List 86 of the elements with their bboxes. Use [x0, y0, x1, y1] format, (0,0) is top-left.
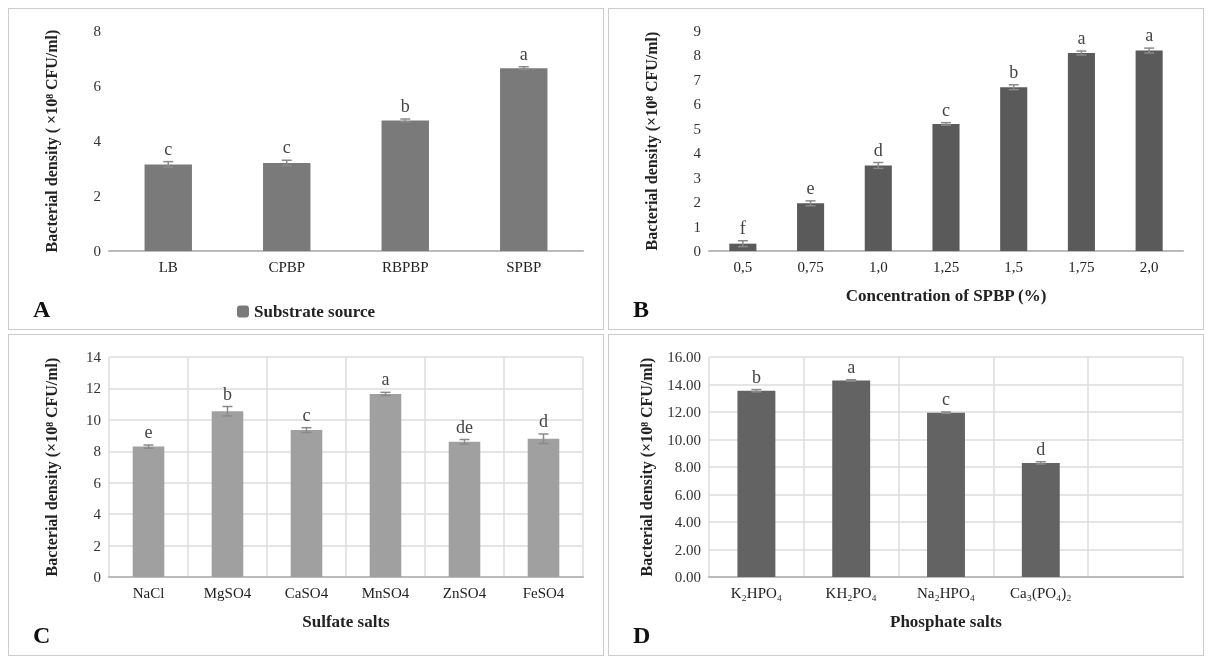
x-tick-label: 2,0 — [1139, 258, 1159, 275]
x-tick-label: 1,5 — [1004, 258, 1024, 275]
x-tick-label: NaCl — [132, 584, 165, 601]
annotation: e — [806, 177, 815, 198]
annotation: f — [739, 217, 746, 238]
y-axis-title: Bacterial density (×10⁸ CFU/ml) — [637, 357, 656, 577]
x-tick-label: KH₂PO₄ — [825, 584, 877, 601]
y-axis-title: Bacterial density (×10⁸ CFU/ml) — [642, 31, 661, 251]
y-tick-label: 0.00 — [674, 569, 701, 585]
annotation: c — [164, 138, 173, 159]
annotation: b — [400, 96, 410, 116]
x-tick-label: 1,0 — [868, 258, 888, 275]
annotation: d — [873, 139, 883, 160]
y-tick-label: 8 — [93, 23, 101, 39]
x-axis-title: Sulfate salts — [302, 612, 391, 631]
x-tick-label: MgSO4 — [203, 584, 252, 601]
x-tick-label: SPBP — [506, 258, 542, 275]
y-tick-label: 5 — [693, 120, 701, 137]
annotation: de — [456, 416, 473, 437]
y-tick-label: 6 — [93, 474, 102, 491]
x-tick-label: K₂HPO₄ — [730, 584, 783, 601]
x-tick-label: MnSO4 — [361, 584, 410, 601]
text: D — [633, 622, 651, 648]
text: A — [33, 296, 51, 322]
annotation: a — [381, 369, 390, 390]
annotation: c — [282, 137, 291, 158]
y-tick-label: 8 — [93, 443, 101, 460]
annotation: a — [847, 356, 856, 377]
text: B — [633, 296, 650, 322]
y-tick-label: 6 — [93, 78, 102, 94]
x-tick-label: Na₂HPO₄ — [917, 584, 975, 601]
x-tick-label: FeSO4 — [522, 584, 565, 601]
x-tick-label: Ca₃(PO₄)₂ — [1010, 584, 1072, 602]
annotation: e — [144, 422, 153, 442]
x-tick-label: CPBP — [268, 258, 306, 275]
y-axis-title: Bacterial density ( ×10⁸ CFU/ml) — [42, 29, 61, 253]
y-tick-label: 2 — [93, 537, 101, 554]
annotation: c — [942, 389, 950, 409]
y-tick-label: 7 — [693, 71, 702, 88]
annotation: b — [1009, 61, 1019, 82]
y-tick-label: 1 — [693, 218, 701, 235]
y-tick-label: 3 — [693, 169, 701, 186]
y-tick-label: 4.00 — [674, 514, 701, 530]
text: C — [33, 622, 51, 648]
y-tick-label: 6.00 — [674, 486, 701, 503]
x-tick-label: LB — [158, 258, 178, 275]
annotation: d — [1036, 438, 1046, 459]
y-tick-label: 12 — [86, 380, 101, 397]
y-tick-label: 4 — [693, 145, 702, 162]
annotation: b — [223, 383, 232, 404]
y-tick-label: 8.00 — [674, 459, 701, 475]
y-tick-label: 0 — [93, 243, 101, 259]
y-tick-label: 14 — [86, 349, 102, 365]
x-tick-label: RBPBP — [381, 258, 429, 275]
y-tick-label: 6 — [693, 96, 702, 113]
y-tick-label: 2.00 — [674, 541, 701, 558]
x-axis-title: Concentration of SPBP (%) — [845, 286, 1047, 305]
y-tick-label: 10 — [86, 411, 101, 428]
y-tick-label: 2 — [693, 194, 701, 211]
x-tick-label: 0,75 — [797, 258, 824, 275]
annotation: a — [1077, 28, 1086, 49]
annotation: a — [519, 43, 528, 64]
annotation: c — [302, 404, 311, 425]
y-tick-label: 0 — [693, 243, 701, 259]
y-tick-label: 10.00 — [667, 431, 701, 448]
y-tick-label: 4 — [93, 133, 102, 149]
x-axis-title: Phosphate salts — [890, 612, 1003, 631]
annotation: c — [942, 99, 950, 120]
y-tick-label: 8 — [693, 47, 701, 64]
x-tick-label: 0,5 — [733, 258, 753, 275]
y-tick-label: 9 — [693, 23, 701, 39]
y-tick-label: 12.00 — [667, 404, 701, 420]
annotation: b — [751, 366, 761, 387]
y-tick-label: 14.00 — [667, 376, 701, 393]
x-tick-label: 1,75 — [1068, 258, 1095, 275]
x-tick-label: 1,25 — [932, 258, 960, 275]
y-tick-label: 2 — [93, 188, 101, 204]
legend-label: Substrate source — [253, 302, 376, 321]
x-tick-label: ZnSO4 — [442, 584, 487, 601]
y-tick-label: 4 — [93, 506, 102, 523]
x-tick-label: CaSO4 — [284, 584, 329, 601]
annotation: d — [539, 411, 548, 431]
y-axis-title: Bacterial density (×10⁸ CFU/ml) — [42, 357, 61, 577]
annotation: a — [1145, 25, 1154, 46]
y-tick-label: 16.00 — [667, 349, 701, 365]
y-tick-label: 0 — [93, 569, 101, 585]
